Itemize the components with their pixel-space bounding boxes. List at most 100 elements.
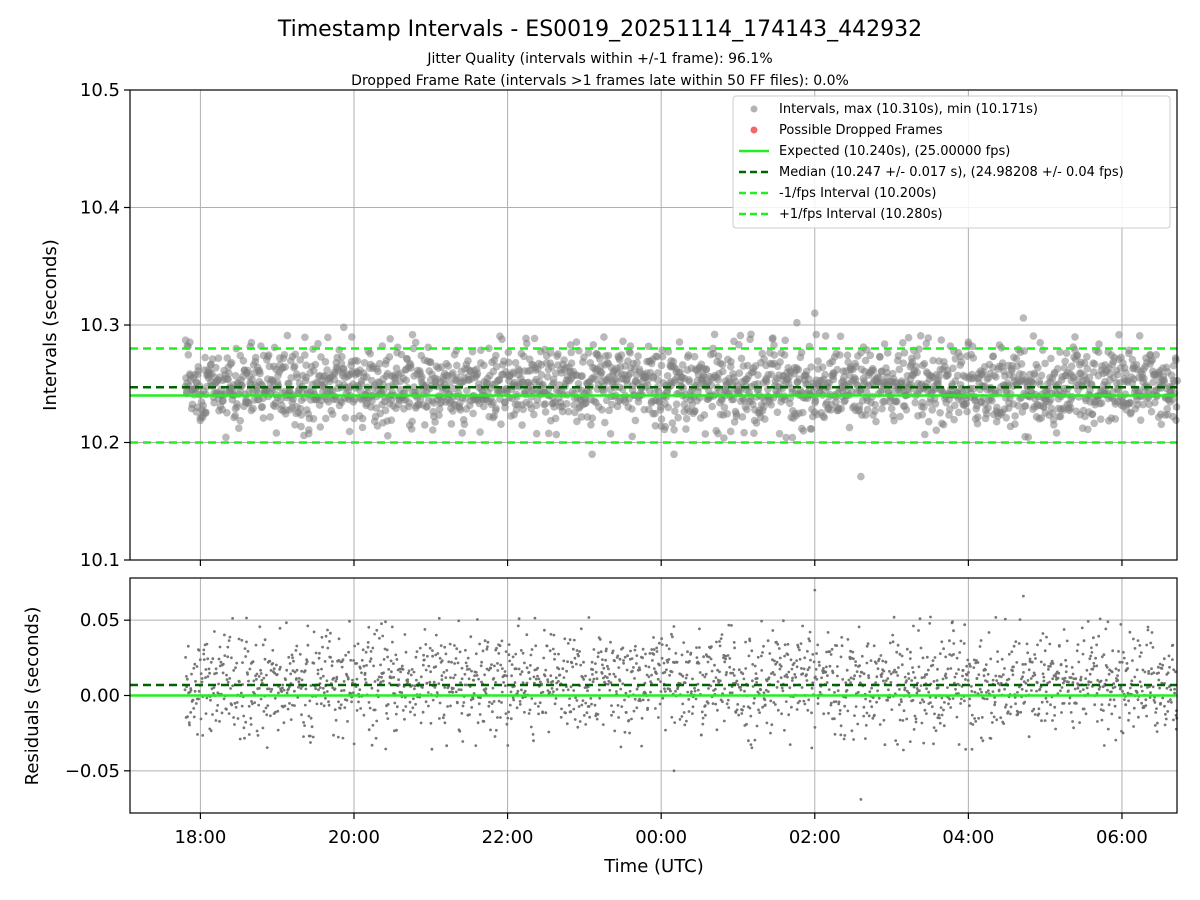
data-point bbox=[1023, 700, 1027, 704]
data-point bbox=[912, 728, 916, 731]
data-point bbox=[724, 654, 728, 658]
data-point bbox=[1045, 712, 1049, 715]
data-point bbox=[1169, 698, 1172, 701]
data-point bbox=[395, 658, 399, 661]
x-tick-label: 04:00 bbox=[942, 827, 994, 848]
data-point bbox=[947, 702, 950, 706]
data-point bbox=[435, 691, 439, 694]
data-point bbox=[1000, 657, 1004, 661]
data-point bbox=[590, 702, 593, 706]
data-point bbox=[891, 633, 895, 637]
legend-label-median: Median (10.247 +/- 0.017 s), (24.98208 +… bbox=[779, 165, 1124, 180]
data-point bbox=[943, 701, 946, 704]
data-point bbox=[728, 665, 732, 669]
data-point bbox=[994, 674, 998, 678]
data-point bbox=[1095, 664, 1099, 668]
data-point bbox=[235, 424, 243, 433]
data-point bbox=[431, 654, 434, 658]
data-point bbox=[1045, 635, 1048, 639]
data-point bbox=[206, 675, 210, 678]
data-point bbox=[1174, 670, 1177, 674]
data-point bbox=[917, 629, 920, 632]
data-point bbox=[571, 665, 575, 669]
data-point bbox=[363, 671, 367, 675]
data-point bbox=[324, 634, 328, 638]
data-point bbox=[815, 652, 818, 655]
data-point bbox=[413, 713, 417, 717]
data-point bbox=[554, 697, 558, 700]
data-point bbox=[849, 681, 852, 684]
data-point bbox=[271, 662, 275, 665]
data-point bbox=[202, 652, 206, 656]
data-point bbox=[478, 713, 482, 716]
data-point bbox=[712, 679, 716, 683]
data-point bbox=[529, 664, 532, 667]
data-point bbox=[1084, 677, 1088, 680]
data-point bbox=[293, 670, 297, 674]
data-point bbox=[225, 673, 228, 677]
data-point bbox=[428, 680, 432, 684]
data-point bbox=[788, 743, 792, 746]
data-point bbox=[957, 692, 960, 695]
data-point bbox=[661, 696, 665, 700]
data-point bbox=[825, 650, 828, 654]
data-point bbox=[571, 647, 575, 651]
data-point bbox=[742, 677, 746, 681]
data-point bbox=[722, 656, 725, 660]
data-point bbox=[898, 703, 901, 707]
data-point bbox=[249, 723, 253, 726]
data-point bbox=[1043, 719, 1047, 722]
data-point bbox=[876, 689, 879, 693]
data-point bbox=[472, 678, 476, 682]
data-point bbox=[1048, 642, 1052, 646]
data-point bbox=[578, 650, 581, 653]
data-point bbox=[523, 661, 526, 665]
data-point bbox=[955, 672, 958, 675]
data-point bbox=[490, 702, 494, 705]
data-point bbox=[799, 408, 807, 417]
data-point bbox=[1155, 730, 1159, 733]
data-point bbox=[567, 359, 576, 368]
data-point bbox=[730, 418, 739, 426]
data-point bbox=[290, 653, 294, 657]
data-point bbox=[563, 637, 567, 641]
data-point bbox=[617, 351, 626, 359]
data-point bbox=[657, 415, 666, 424]
data-point bbox=[572, 638, 576, 642]
data-point bbox=[425, 681, 429, 685]
data-point bbox=[980, 690, 983, 694]
data-point bbox=[1171, 658, 1174, 661]
data-point bbox=[511, 655, 515, 659]
data-point bbox=[594, 670, 598, 674]
data-point bbox=[267, 687, 271, 691]
data-point bbox=[867, 714, 871, 718]
data-point bbox=[282, 721, 286, 725]
data-point bbox=[304, 687, 308, 691]
data-point bbox=[986, 672, 990, 676]
data-point bbox=[872, 644, 876, 648]
data-point bbox=[641, 656, 644, 660]
data-point bbox=[750, 649, 754, 653]
data-point bbox=[756, 655, 760, 659]
data-point bbox=[624, 691, 628, 695]
data-point bbox=[973, 717, 976, 720]
data-point bbox=[609, 640, 612, 644]
data-point bbox=[942, 724, 946, 728]
data-point bbox=[294, 649, 298, 652]
data-point bbox=[1049, 703, 1052, 707]
data-point bbox=[474, 652, 478, 656]
y-tick-label: 10.4 bbox=[80, 198, 120, 219]
data-point bbox=[574, 662, 578, 666]
data-point bbox=[234, 666, 237, 670]
data-point bbox=[337, 637, 341, 641]
data-point bbox=[311, 360, 320, 369]
data-point bbox=[192, 666, 196, 670]
data-point bbox=[399, 670, 402, 674]
data-point bbox=[938, 716, 941, 720]
data-point bbox=[1018, 408, 1027, 416]
data-point bbox=[1072, 726, 1075, 730]
data-point bbox=[742, 705, 746, 708]
data-point bbox=[446, 705, 449, 708]
data-point bbox=[582, 678, 586, 681]
data-point bbox=[847, 678, 851, 682]
